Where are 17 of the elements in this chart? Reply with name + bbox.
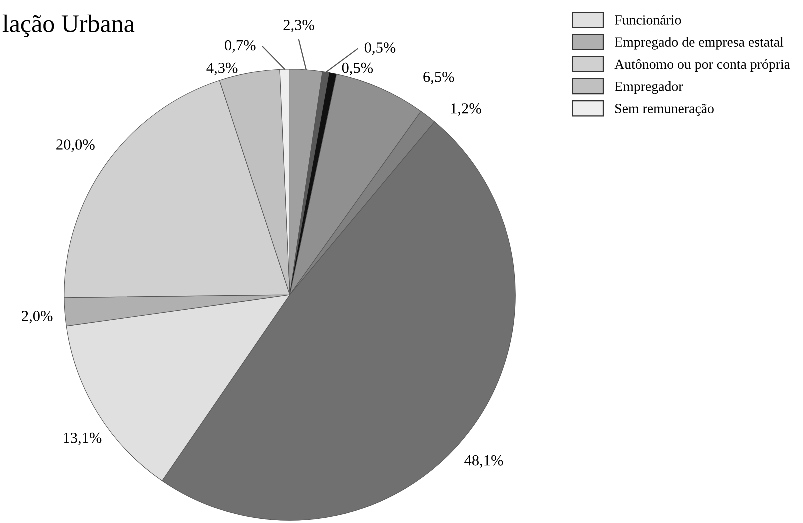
data-label: 2,3% <box>284 20 314 33</box>
data-label: 0,7% <box>225 40 256 53</box>
data-label: 1,2% <box>451 104 482 116</box>
data-label: 6,5% <box>424 72 454 84</box>
legend-label: Funcionário <box>615 15 682 25</box>
legend-label: Sem remuneração <box>616 104 714 116</box>
legend-label: Empregador <box>615 81 684 94</box>
data-label: 20,0% <box>56 140 95 152</box>
legend-label: Empregado de empresa estatal <box>615 37 784 50</box>
chart-title: lação Urbana <box>2 14 135 38</box>
data-label: 48,1% <box>464 455 504 468</box>
data-label: 0,5% <box>342 62 374 76</box>
data-label: 0,5% <box>364 42 396 56</box>
data-label: 13,1% <box>64 432 102 446</box>
data-label: 2,0% <box>22 311 53 324</box>
data-label: 4,3% <box>206 62 238 76</box>
legend-label: Autônomo ou por conta própria <box>614 59 790 72</box>
